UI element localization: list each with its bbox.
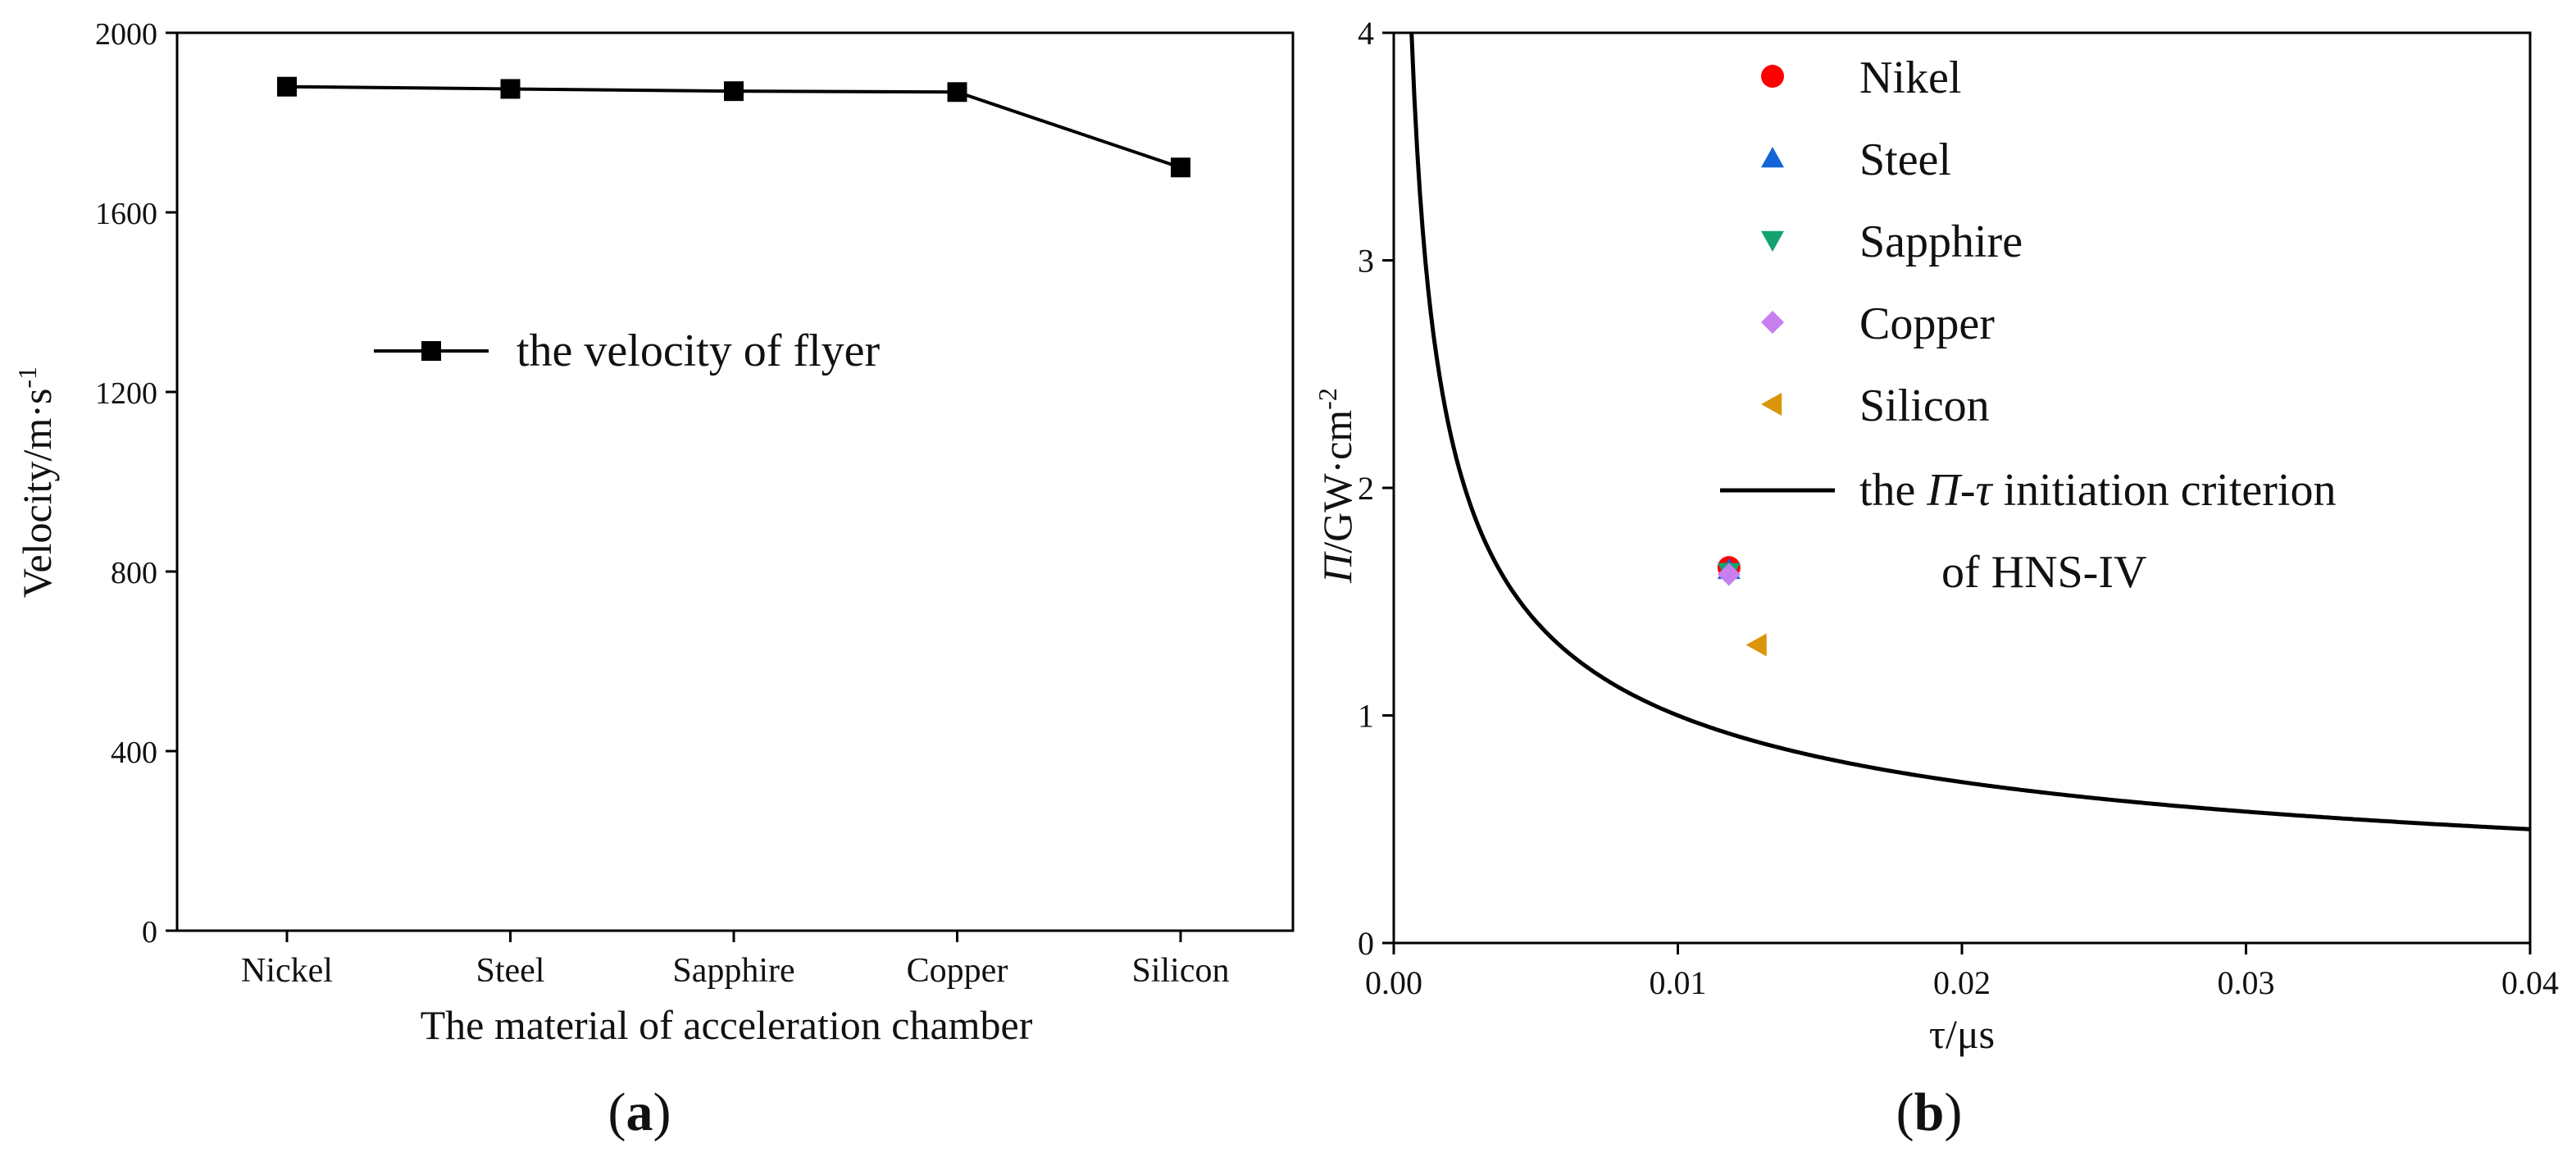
y-tick-label: 2000 xyxy=(95,17,157,52)
legend-label-sapphire: Sapphire xyxy=(1859,216,2023,267)
y-tick-label: 4 xyxy=(1358,15,1374,52)
panel-a-figure-label: (a) xyxy=(608,1082,671,1142)
y-tick-label: 800 xyxy=(111,556,157,590)
x-tick-label: 0.02 xyxy=(1933,964,1991,1001)
panel-b-x-axis-title: τ/μs xyxy=(1929,1011,1995,1057)
x-tick-label: 0.04 xyxy=(2501,964,2559,1001)
data-point-silicon xyxy=(1745,633,1767,657)
legend-label-criterion-line2: of HNS-IV xyxy=(1941,547,2146,598)
panel-b-chart: 0 1 2 3 4 0.00 0.01 0.02 0.03 0.04 Nikel Steel Sap… xyxy=(1313,15,2559,1142)
panel-a-legend: the velocity of flyer xyxy=(374,326,881,376)
legend-marker-sapphire xyxy=(1761,230,1784,252)
x-tick-label-sapphire: Sapphire xyxy=(672,952,794,990)
y-tick-label: 2 xyxy=(1358,470,1374,507)
data-point-nickel xyxy=(277,76,297,97)
panel-b-legend: Nikel Steel Sapphire Copper Silicon xyxy=(1761,52,2023,431)
x-tick-label-nickel: Nickel xyxy=(241,952,333,990)
legend-label-silicon: Silicon xyxy=(1859,380,1990,431)
panel-a-chart: 0 400 800 1200 1600 2000 Nickel Steel Sapphire C… xyxy=(12,17,1295,1142)
x-tick-label: 0.01 xyxy=(1650,964,1707,1001)
data-point-copper xyxy=(1717,563,1741,586)
panel-a-x-axis-title: The material of acceleration chamber xyxy=(421,1002,1033,1048)
y-tick-label: 400 xyxy=(111,736,157,770)
legend-label-nikel: Nikel xyxy=(1859,52,1961,103)
y-tick-label: 1 xyxy=(1358,698,1374,735)
legend-label-steel: Steel xyxy=(1859,134,1951,185)
legend-marker-copper xyxy=(1761,311,1784,334)
y-tick-label: 0 xyxy=(142,915,157,950)
x-tick-label-steel: Steel xyxy=(476,952,545,990)
y-tick-label: 1200 xyxy=(95,376,157,411)
panel-b-figure-label: (b) xyxy=(1896,1082,1963,1142)
data-point-copper xyxy=(947,82,967,102)
data-point-silicon xyxy=(1171,157,1190,178)
y-tick-label: 1600 xyxy=(95,197,157,231)
legend-marker-steel xyxy=(1761,147,1784,168)
legend-label-criterion: the Π-τ initiation criterion xyxy=(1859,465,2336,516)
initiation-criterion-curve xyxy=(1409,32,2531,831)
data-point-sapphire xyxy=(724,81,744,102)
panel-a-plot-frame xyxy=(175,31,1295,932)
panel-a-y-axis-title: Velocity/m·s-1 xyxy=(12,367,60,598)
panel-b-y-axis-title: Π/GW·cm-2 xyxy=(1313,388,1360,584)
x-tick-label-silicon: Silicon xyxy=(1131,952,1229,990)
x-tick-label-copper: Copper xyxy=(907,952,1008,990)
y-tick-label: 0 xyxy=(1358,925,1374,962)
x-tick-label: 0.03 xyxy=(2218,964,2275,1001)
legend-label-velocity-of-flyer: the velocity of flyer xyxy=(517,326,881,376)
legend-square-marker xyxy=(421,341,441,361)
x-tick-label: 0.00 xyxy=(1365,964,1422,1001)
legend-label-copper: Copper xyxy=(1859,298,1995,349)
y-tick-label: 3 xyxy=(1358,243,1374,280)
legend-marker-nikel xyxy=(1761,65,1784,88)
legend-entry-criterion: the Π-τ initiation criterion of HNS-IV xyxy=(1720,465,2336,598)
data-point-steel xyxy=(500,79,521,99)
legend-marker-silicon xyxy=(1761,393,1782,416)
